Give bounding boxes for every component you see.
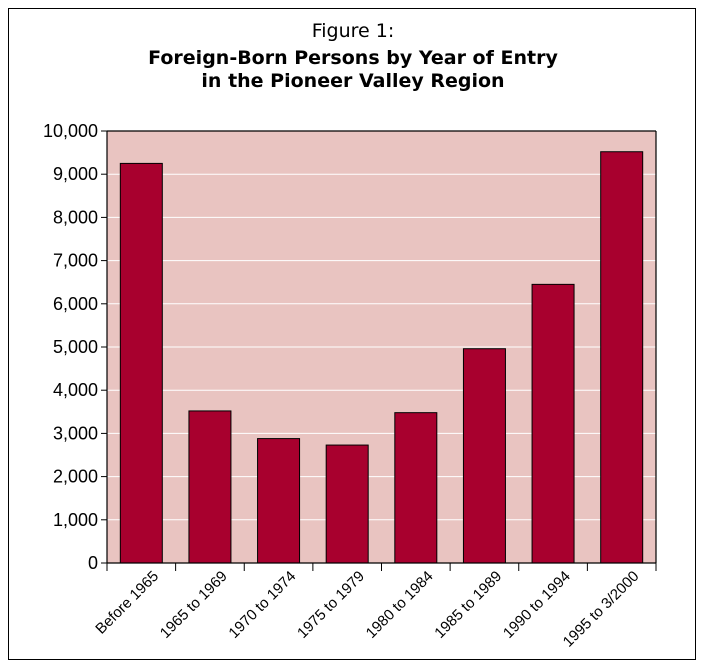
y-tick-label: 1,000	[53, 510, 98, 530]
bar	[325, 444, 369, 564]
bar	[600, 151, 644, 564]
x-category-label: 1965 to 1969	[157, 568, 231, 642]
y-tick-label: 4,000	[53, 380, 98, 400]
x-category-label: Before 1965	[92, 568, 162, 638]
x-category-label: 1990 to 1994	[500, 568, 574, 642]
y-tick-label: 0	[88, 553, 98, 573]
y-tick-label: 9,000	[53, 164, 98, 184]
bar	[462, 348, 506, 564]
bar	[531, 283, 575, 564]
x-category-label: 1985 to 1989	[431, 568, 505, 642]
y-tick-label: 6,000	[53, 294, 98, 314]
bar	[119, 162, 163, 564]
y-tick-label: 7,000	[53, 251, 98, 271]
y-tick-label: 8,000	[53, 207, 98, 227]
x-category-label: 1975 to 1979	[294, 568, 368, 642]
x-category-label: 1970 to 1974	[225, 568, 299, 642]
chart-title-line-2: in the Pioneer Valley Region	[201, 70, 505, 92]
bar	[188, 410, 232, 564]
bar	[394, 412, 438, 564]
y-tick-label: 2,000	[53, 467, 98, 487]
x-category-label: 1980 to 1984	[363, 568, 437, 642]
figure-label: Figure 1:	[311, 20, 395, 42]
y-tick-label: 3,000	[53, 423, 98, 443]
y-tick-label: 10,000	[43, 121, 98, 141]
y-axis-ticks: 0 1,000 2,000 3,000 4,000 5,000 6,000 7,000 8,00…	[43, 121, 107, 573]
bars	[119, 151, 644, 564]
chart-title-line-1: Foreign-Born Persons by Year of Entry	[148, 47, 558, 69]
y-tick-label: 5,000	[53, 337, 98, 357]
bar	[257, 438, 301, 564]
